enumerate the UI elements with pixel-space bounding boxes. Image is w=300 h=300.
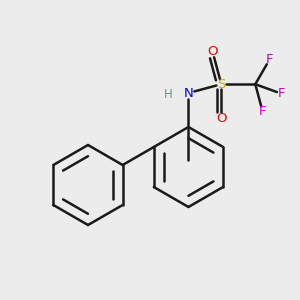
Text: O: O [216, 112, 226, 125]
Text: N: N [184, 86, 193, 100]
Text: H: H [164, 88, 173, 101]
Text: F: F [278, 87, 285, 100]
Text: S: S [217, 78, 226, 91]
Text: O: O [207, 45, 218, 58]
Text: F: F [266, 53, 273, 67]
Text: F: F [259, 105, 266, 118]
